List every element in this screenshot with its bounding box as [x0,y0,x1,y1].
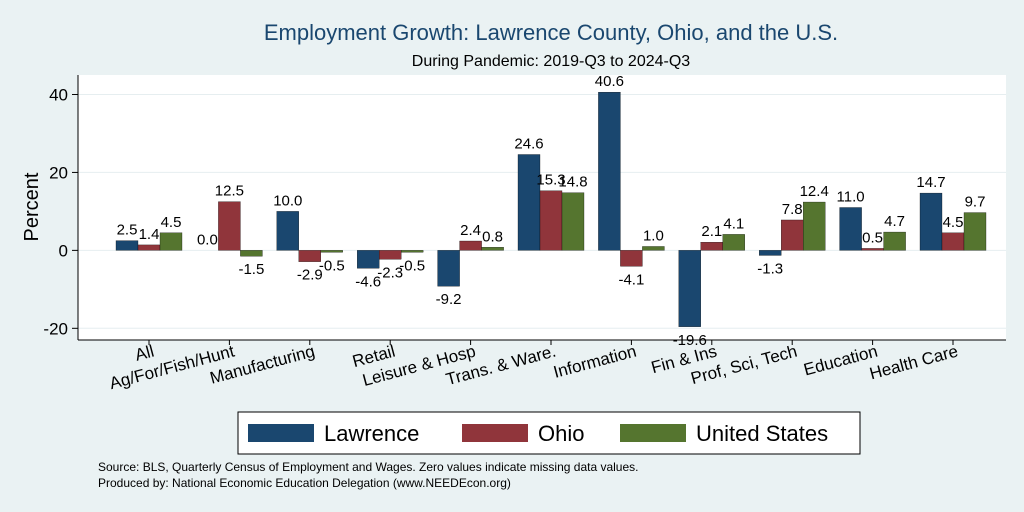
bars-group [115,91,987,327]
data-label: 12.4 [800,183,829,200]
x-tick-label: All [133,342,156,365]
bar-lawrence [357,250,380,269]
data-label: 4.7 [884,213,905,230]
data-label: -4.6 [355,273,381,290]
legend-box [237,411,861,455]
data-label: -9.2 [436,291,462,308]
bar-lawrence [839,207,862,251]
data-label: -0.5 [399,257,425,274]
bar-united-states [159,232,183,251]
bar-united-states [883,231,906,251]
bar-united-states [722,234,745,251]
bar-ohio [539,190,563,251]
data-labels-group: 2.50.010.0-4.6-9.224.640.6-19.6-1.311.01… [117,73,986,349]
bar-lawrence [919,192,943,251]
produced-by-note: Produced by: National Economic Education… [98,476,511,490]
bar-united-states [561,192,585,251]
chart-svg: Employment Growth: Lawrence County, Ohio… [21,20,1006,455]
bar-lawrence [276,211,299,251]
data-label: -0.5 [319,257,345,274]
data-label: -1.3 [757,260,783,277]
data-label: 2.5 [117,222,138,239]
bar-ohio [459,240,482,251]
data-label: 2.4 [460,222,481,239]
legend: Lawrence Ohio United States [237,411,861,455]
legend-label: Ohio [538,421,584,446]
source-note: Source: BLS, Quarterly Census of Employm… [98,460,639,474]
bar-lawrence [115,240,139,251]
x-tick-label: Education [802,342,880,380]
bar-ohio [700,242,723,251]
data-label: 11.0 [837,189,865,206]
data-label: 0.8 [482,228,503,245]
data-label: 4.5 [943,214,964,231]
legend-label: Lawrence [324,421,419,446]
bar-united-states [803,201,826,251]
data-label: 7.8 [782,201,803,218]
data-label: 2.1 [701,223,722,240]
data-label: 1.0 [643,227,664,244]
bar-lawrence [437,250,460,287]
legend-label: United States [696,421,828,446]
bar-united-states [642,246,665,251]
bar-ohio [218,201,241,251]
data-label: 12.5 [215,183,244,200]
y-axis-label: Percent [21,172,43,241]
bar-ohio [298,250,321,262]
bar-lawrence [678,250,701,327]
data-label: -2.3 [377,264,403,281]
x-tick-label: Information [551,342,638,382]
bar-united-states [963,212,987,251]
y-tick-label: 0 [59,241,68,260]
chart-title: Employment Growth: Lawrence County, Ohio… [264,20,838,45]
bar-united-states [240,250,263,257]
data-label: 24.6 [514,136,543,153]
legend-swatch [462,424,528,442]
bar-united-states [320,250,343,253]
y-ticks-group: -20 0 20 40 [43,85,78,338]
data-label: 14.8 [558,174,587,191]
bar-ohio [620,250,643,267]
data-label: -4.1 [618,271,644,288]
bar-ohio [941,232,965,251]
bar-ohio [137,244,161,251]
legend-swatch [248,424,314,442]
data-label: 40.6 [595,73,624,90]
data-label: 4.1 [723,215,744,232]
data-label: 14.7 [916,174,945,191]
bar-united-states [481,247,504,251]
data-label: 10.0 [273,192,302,209]
data-label: -1.5 [238,261,264,278]
bar-united-states [401,250,424,253]
bar-lawrence [517,154,541,251]
bar-lawrence [759,250,782,256]
x-tick-label: Health Care [867,342,960,384]
data-label: 15.3 [536,172,565,189]
y-tick-label: -20 [43,319,68,338]
bar-ohio [861,248,884,251]
data-label: 9.7 [965,194,986,211]
bar-ohio [379,250,402,260]
data-label: 0.0 [197,231,218,248]
data-label: 0.5 [862,229,883,246]
y-tick-label: 20 [49,163,68,182]
y-tick-label: 40 [49,85,68,104]
bar-ohio [781,219,804,251]
bar-lawrence [598,91,621,251]
data-label: -2.9 [297,267,323,284]
data-label: 1.4 [139,226,160,243]
chart-subtitle: During Pandemic: 2019-Q3 to 2024-Q3 [412,53,690,70]
data-label: 4.5 [161,214,182,231]
legend-swatch [620,424,686,442]
